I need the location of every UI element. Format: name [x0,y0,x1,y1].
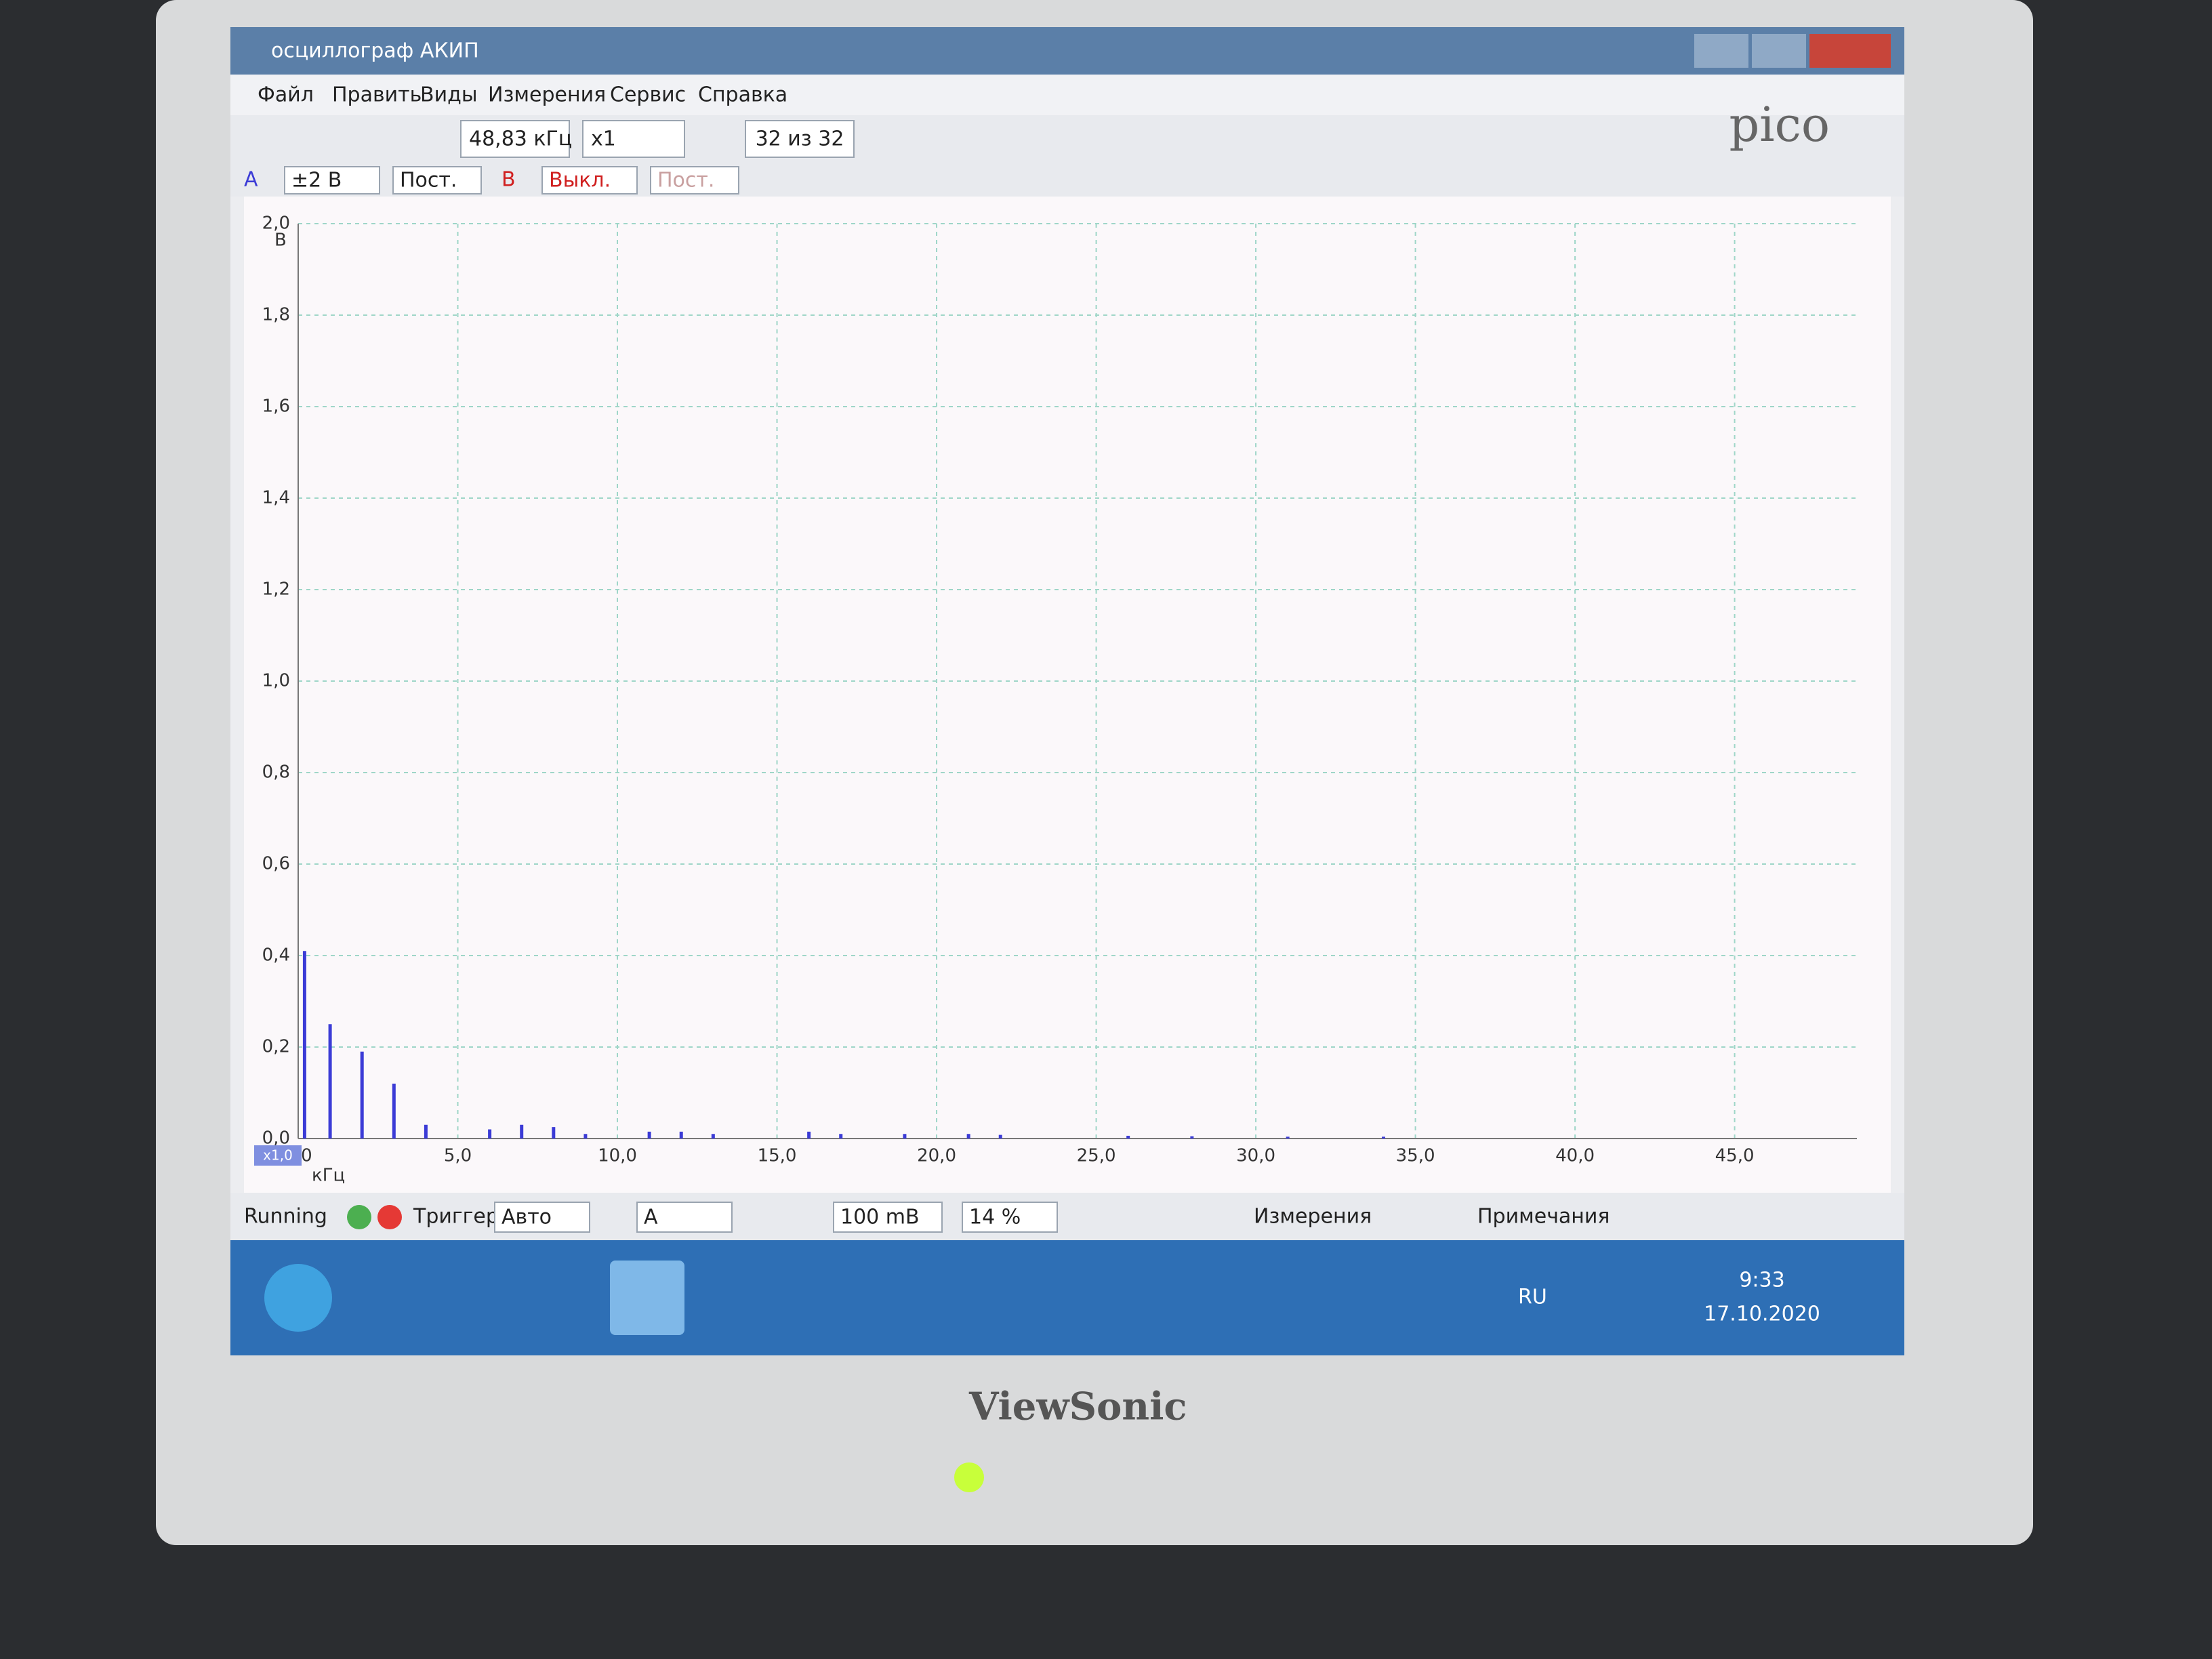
buffer-field[interactable] [745,120,855,158]
range-b-select[interactable] [541,166,638,194]
threshold-field[interactable] [833,1202,943,1233]
stop-button[interactable] [377,1205,402,1229]
x-tick-label: 10,0 [598,1146,637,1166]
trigger-mode-select[interactable] [494,1202,590,1233]
x-tick-label: 35,0 [1396,1146,1435,1166]
y-tick-label: 0,4 [262,945,290,966]
coupling-a-select[interactable] [392,166,482,194]
x-tick-label: 5,0 [444,1146,472,1166]
x-tick-label: 20,0 [917,1146,956,1166]
monitor-brand: ViewSonic [968,1385,1187,1429]
y-tick-label: 1,8 [262,305,290,325]
title-bar [230,27,1904,75]
trigger-channel: A [644,1206,658,1229]
y-unit: В [274,230,287,251]
y-tick-label: 0,0 [262,1128,290,1149]
power-led [954,1462,984,1492]
frequency: 48,83 кГц [469,127,572,151]
y-tick-label: 1,2 [262,579,290,600]
range-a: ±2 В [291,169,342,192]
trigger-label: Триггер [413,1205,499,1229]
channel-b: B [501,168,516,192]
scale-badge [254,1145,302,1166]
buffer: 32 из 32 [756,127,844,151]
minimize-button[interactable] [1694,34,1748,68]
coupling-b: Пост. [657,169,714,192]
x-tick-label: 40,0 [1555,1146,1595,1166]
window-title: осциллограф АКИП [271,39,479,63]
menu-item[interactable]: Файл [258,83,314,107]
start-orb[interactable] [264,1264,332,1332]
y-tick-label: 1,6 [262,396,290,417]
start-button[interactable] [347,1205,371,1229]
app-taskbar-button[interactable] [610,1261,684,1335]
trigger-channel-select[interactable] [636,1202,733,1233]
range-a-select[interactable] [284,166,380,194]
menu-item[interactable]: Править [332,83,422,107]
threshold: 100 mВ [840,1206,920,1229]
zoom: x1 [591,127,616,151]
menu-item[interactable]: Виды [420,83,478,107]
clock-time: 9:33 [1739,1269,1784,1292]
clock-date: 17.10.2020 [1704,1303,1820,1326]
menu-item[interactable]: Измерения [488,83,606,107]
x-tick-label: 25,0 [1077,1146,1116,1166]
x-unit: кГц [312,1166,345,1186]
channel-toolbar [230,163,1904,197]
frequency-select[interactable] [460,120,570,158]
chart: 0,00,20,40,60,81,01,21,41,61,82,00,05,01… [262,213,1857,1166]
x-tick-label: 30,0 [1236,1146,1275,1166]
y-tick-label: 0,6 [262,854,290,874]
menu-bar [230,75,1904,115]
y-tick-label: 2,0 [262,213,290,234]
pre-trigger: 14 % [969,1206,1021,1229]
close-button[interactable] [1809,34,1891,68]
channel-a: A [244,168,258,192]
coupling-a: Пост. [400,169,457,192]
menu-item[interactable]: Сервис [610,83,686,107]
maximize-button[interactable] [1752,34,1806,68]
language[interactable]: RU [1518,1286,1547,1309]
plot-area [244,197,1891,1193]
x-tick-label: 45,0 [1715,1146,1755,1166]
coupling-b-select[interactable] [650,166,739,194]
y-tick-label: 0,8 [262,762,290,783]
y-tick-label: 1,4 [262,488,290,508]
trigger-mode: Авто [501,1206,552,1229]
pre-trigger-field[interactable] [962,1202,1058,1233]
zoom-select[interactable] [582,120,685,158]
taskbar [230,1240,1904,1355]
logo: pico [1729,97,1830,152]
y-tick-label: 0,2 [262,1037,290,1057]
notes[interactable]: Примечания [1477,1205,1610,1229]
range-b: Выкл. [549,169,611,192]
scale-label: x1,0 [263,1147,293,1164]
y-tick-label: 1,0 [262,671,290,691]
menu-item[interactable]: Справка [698,83,787,107]
x-tick-label: 15,0 [758,1146,797,1166]
run-state: Running [244,1205,327,1229]
measurements[interactable]: Измерения [1254,1205,1372,1229]
